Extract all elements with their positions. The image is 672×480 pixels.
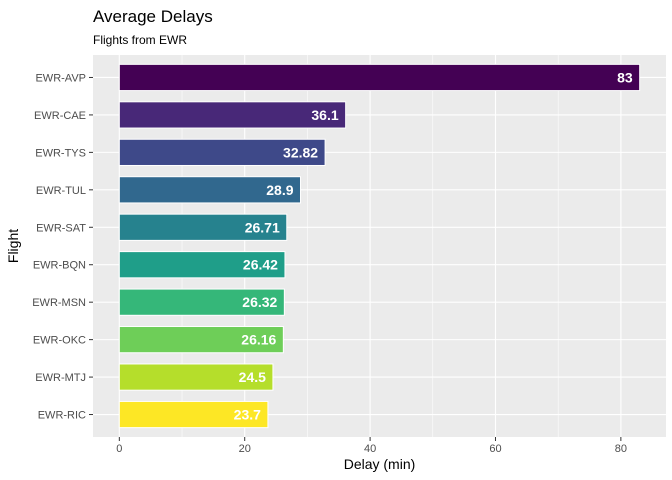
x-axis-title: Delay (min) [344, 456, 416, 472]
y-tick-label: EWR-MSN [32, 297, 86, 309]
y-axis-ticks: EWR-AVP EWR-CAE EWR-TYS EWR-TUL EWR-SAT EWR-B… [32, 72, 93, 422]
bar-ewr-avp [118, 63, 641, 92]
y-axis-title: Flight [5, 229, 21, 263]
y-tick-label: EWR-OKC [33, 335, 86, 347]
bar-ewr-ric [118, 400, 269, 429]
value-label: 24.5 [239, 369, 266, 385]
bar-ewr-okc [118, 326, 284, 354]
chart-title: Average Delays [93, 7, 213, 26]
value-label: 26.16 [241, 332, 276, 348]
x-axis-ticks: 0 20 40 60 80 [116, 437, 627, 455]
bar-ewr-tys [118, 138, 326, 166]
bar-ewr-mtj [118, 363, 274, 391]
bar-ewr-bqn [118, 251, 286, 279]
bar-ewr-msn [118, 288, 285, 316]
value-label: 83 [617, 69, 633, 85]
value-label: 32.82 [283, 144, 318, 160]
y-tick-label: EWR-AVP [35, 72, 86, 84]
y-tick-label: EWR-MTJ [35, 372, 86, 384]
y-tick-label: EWR-TYS [35, 147, 86, 159]
bar-ewr-cae [118, 101, 347, 129]
chart-subtitle: Flights from EWR [93, 33, 187, 47]
bar-ewr-sat [118, 213, 288, 241]
x-tick-label: 0 [116, 443, 122, 455]
y-tick-label: EWR-SAT [36, 222, 86, 234]
value-label: 26.32 [242, 294, 277, 310]
value-label: 28.9 [266, 182, 293, 198]
x-tick-label: 60 [489, 443, 501, 455]
y-tick-label: EWR-CAE [34, 110, 86, 122]
value-labels: 83 36.1 32.82 28.9 26.71 26.42 26.32 26.16 24.5 2… [234, 69, 633, 422]
value-label: 23.7 [234, 407, 261, 423]
x-tick-label: 20 [239, 443, 251, 455]
x-tick-label: 80 [615, 443, 627, 455]
value-label: 36.1 [311, 107, 338, 123]
x-tick-label: 40 [364, 443, 376, 455]
value-label: 26.42 [243, 257, 278, 273]
value-label: 26.71 [245, 219, 280, 235]
bar-ewr-tul [118, 176, 302, 204]
y-tick-label: EWR-RIC [38, 410, 86, 422]
y-tick-label: EWR-TUL [36, 185, 86, 197]
bars [118, 63, 641, 429]
y-tick-label: EWR-BQN [33, 260, 86, 272]
